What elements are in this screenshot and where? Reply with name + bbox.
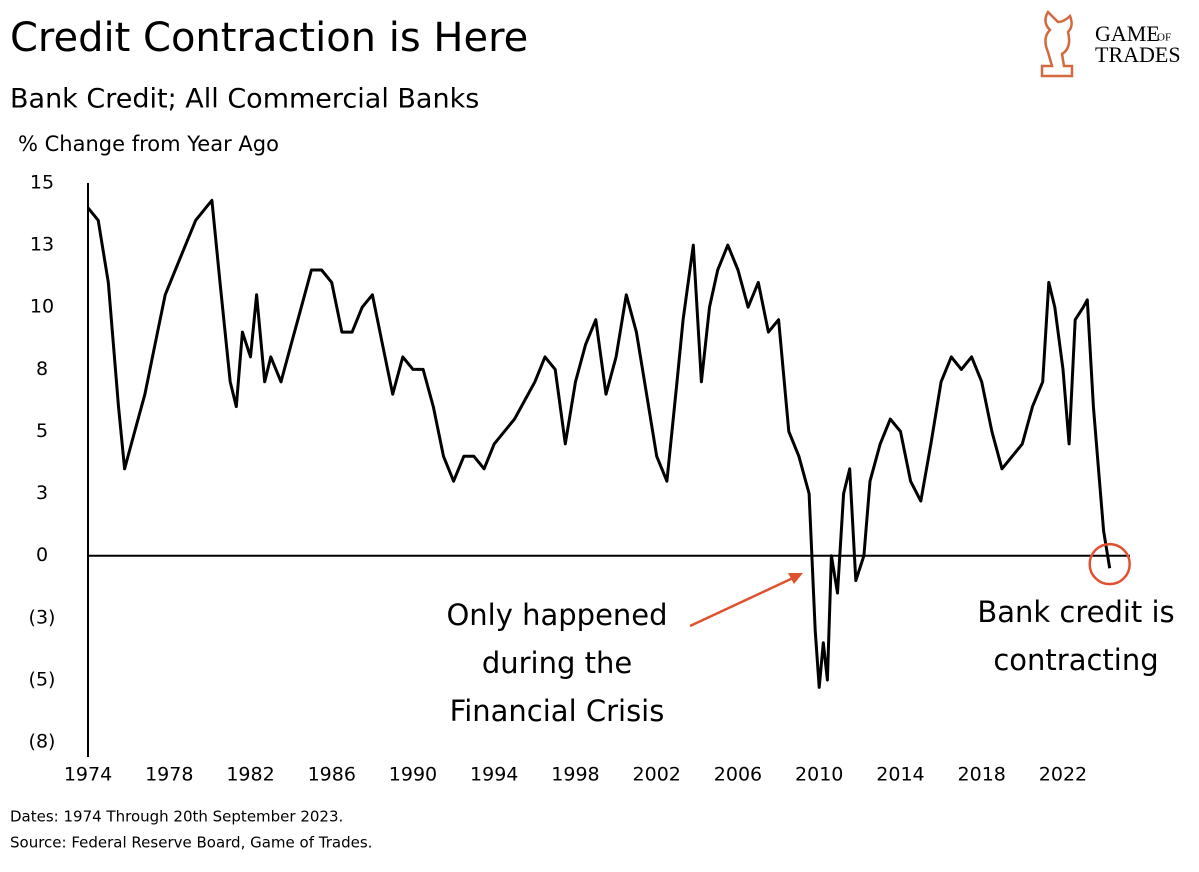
y-tick-label: 3 (36, 482, 48, 504)
x-tick-label: 1994 (470, 764, 518, 786)
x-tick-label: 1974 (64, 764, 112, 786)
annotation-text: Financial Crisis (450, 694, 665, 728)
logo-text: of (1157, 32, 1171, 44)
x-tick-label: 2010 (795, 764, 843, 786)
annotation-text: during the (482, 646, 632, 680)
annotation-text: Bank credit is (977, 595, 1174, 629)
y-tick-label: 0 (36, 544, 48, 566)
logo-icon (1040, 9, 1074, 78)
annotation-text: contracting (993, 643, 1158, 677)
logo-text: Game (1095, 21, 1160, 46)
x-tick-label: 2014 (876, 764, 924, 786)
y-tick-label: 10 (30, 296, 54, 318)
annotation-text: Only happened (446, 598, 667, 632)
y-axis-label: % Change from Year Ago (18, 132, 279, 156)
x-tick-label: 2018 (958, 764, 1006, 786)
y-tick-label: (5) (29, 668, 56, 690)
y-tick-label: 5 (36, 420, 48, 442)
y-tick-label: (3) (29, 606, 56, 628)
x-tick-label: 1978 (145, 764, 193, 786)
data-line (86, 198, 1112, 689)
chart-title: Credit Contraction is Here (10, 15, 528, 61)
chart-subtitle: Bank Credit; All Commercial Banks (10, 84, 479, 115)
x-tick-label: 1986 (308, 764, 356, 786)
y-tick-label: 8 (36, 358, 48, 380)
annotation-arrow (689, 576, 794, 628)
x-tick-label: 2002 (633, 764, 681, 786)
footnote: Source: Federal Reserve Board, Game of T… (10, 834, 372, 852)
logo-text: Trades (1095, 42, 1181, 67)
logo: Game of Trades (1040, 9, 1181, 78)
y-tick-label: 13 (30, 234, 54, 256)
y-tick-label: (8) (29, 731, 56, 753)
y-tick-label: 15 (30, 172, 54, 194)
x-tick-label: 1998 (551, 764, 599, 786)
annotation-circle (1088, 542, 1131, 586)
x-tick-label: 1990 (389, 764, 437, 786)
x-tick-label: 2022 (1039, 764, 1087, 786)
x-tick-label: 1982 (226, 764, 274, 786)
footnote: Dates: 1974 Through 20th September 2023. (10, 808, 343, 826)
x-tick-label: 2006 (714, 764, 762, 786)
annotation-arrowhead (788, 573, 803, 584)
